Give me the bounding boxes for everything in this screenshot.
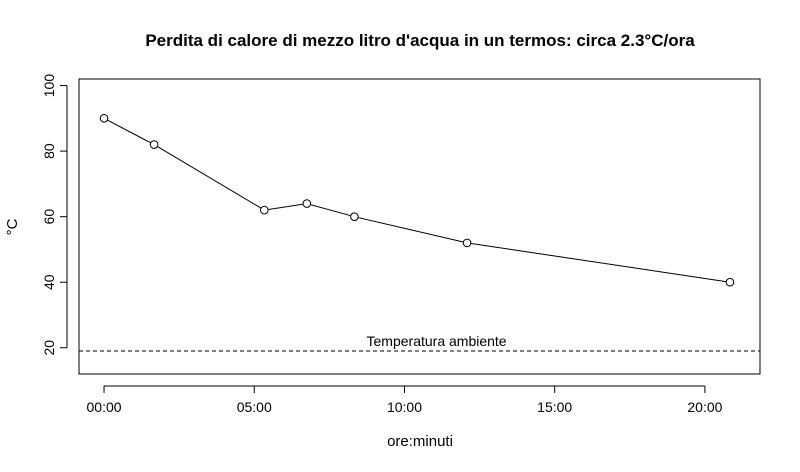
series-line (103, 117, 731, 283)
y-tick-label: 20 (41, 340, 57, 356)
data-point (99, 114, 109, 123)
x-tick-label: 00:00 (87, 399, 122, 415)
x-tick-label: 15:00 (537, 399, 572, 415)
x-axis-label: ore:minuti (387, 433, 453, 450)
y-axis: 20 40 60 80 100 (41, 74, 68, 356)
chart-title: Perdita di calore di mezzo litro d'acqua… (145, 31, 695, 50)
data-point (462, 238, 472, 248)
x-tick-label: 05:00 (237, 399, 272, 415)
data-point (302, 199, 312, 208)
data-point (350, 212, 359, 221)
data-point (149, 140, 159, 149)
y-tick-label: 60 (41, 209, 57, 225)
series-temperature (99, 114, 735, 287)
data-point (725, 277, 735, 287)
x-tick-label: 10:00 (387, 399, 422, 415)
plot-frame (78, 78, 761, 375)
y-tick-label: 100 (41, 74, 57, 98)
y-tick-label: 40 (41, 274, 57, 290)
x-tick-label: 20:00 (687, 399, 722, 415)
y-axis-label: °C (4, 218, 21, 235)
x-axis: 00:00 05:00 10:00 15:00 20:00 (87, 385, 723, 415)
ambient-temperature-label: Temperatura ambiente (367, 333, 507, 349)
y-tick-label: 80 (41, 143, 57, 159)
data-point (259, 205, 269, 215)
